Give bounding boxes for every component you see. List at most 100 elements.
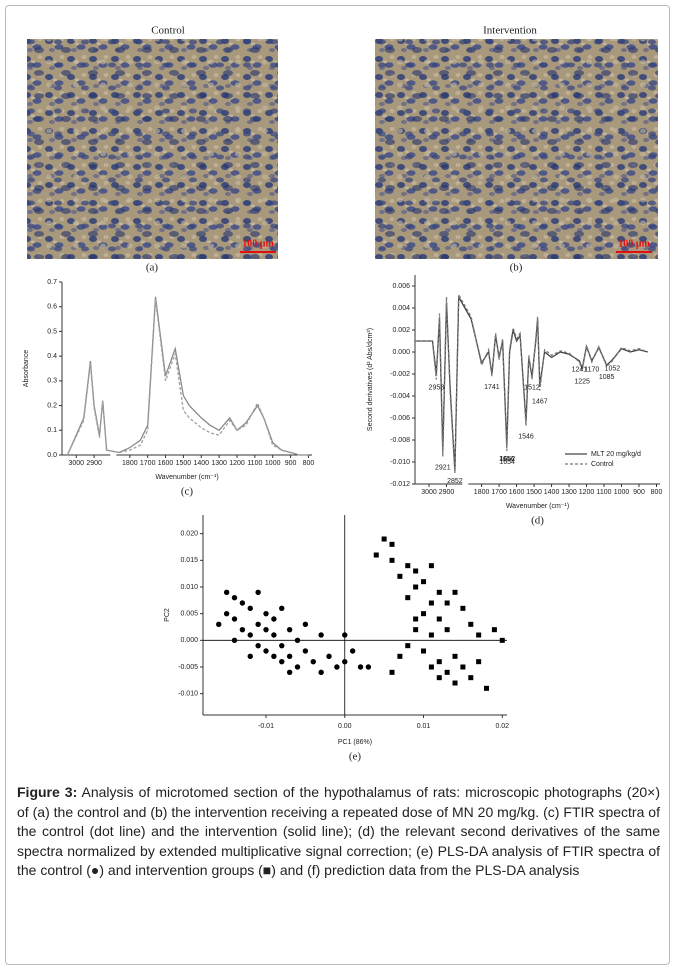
point <box>255 642 261 649</box>
point <box>231 637 238 644</box>
point <box>342 658 348 665</box>
y-tick-label: -0.008 <box>390 437 410 444</box>
point <box>286 669 293 676</box>
x-tick-label: 3000 <box>68 460 84 467</box>
y-tick-label: 0.005 <box>180 611 198 618</box>
point <box>294 664 301 670</box>
point <box>318 669 324 676</box>
x-tick-label: 1200 <box>229 460 245 467</box>
point <box>349 648 356 654</box>
point <box>223 589 230 596</box>
point <box>413 584 419 590</box>
y-tick-label: 0.7 <box>47 279 57 286</box>
x-tick-label: 800 <box>651 489 663 496</box>
x-tick-label: 1600 <box>158 460 174 467</box>
peak-label: 1085 <box>599 374 615 381</box>
x-tick-label: 1400 <box>193 460 209 467</box>
point <box>271 632 277 638</box>
series-line <box>415 292 649 474</box>
peak-label: 2921 <box>435 464 451 471</box>
y-tick-label: 0.010 <box>180 584 198 591</box>
point <box>326 653 332 660</box>
y-axis-title: Absorbance <box>23 350 30 387</box>
point <box>271 616 277 622</box>
point <box>334 664 340 670</box>
y-tick-label: -0.004 <box>390 393 410 400</box>
point <box>389 669 395 675</box>
point <box>428 632 434 638</box>
point <box>381 536 387 542</box>
point <box>405 563 411 569</box>
point <box>365 664 372 670</box>
panel-label: (a) <box>146 262 159 274</box>
panel-label: (e) <box>349 751 362 763</box>
point <box>342 632 348 638</box>
x-axis-title: Wavenumber (cm⁻¹) <box>155 474 218 481</box>
peak-label: 1512 <box>524 384 540 391</box>
caption-text: Analysis of microtomed section of the hy… <box>17 784 660 878</box>
photo-title: Intervention <box>483 25 537 37</box>
x-tick-label: 1000 <box>265 460 281 467</box>
series-line <box>66 296 309 456</box>
x-tick-label: 1400 <box>544 489 560 496</box>
point <box>413 627 419 633</box>
point <box>436 616 442 622</box>
peak-label: 2852 <box>447 478 463 485</box>
point <box>294 637 301 644</box>
point <box>405 643 411 649</box>
panel-label: (d) <box>531 515 544 527</box>
y-tick-label: 0.004 <box>392 305 410 312</box>
x-tick-label: 1700 <box>140 460 156 467</box>
point <box>436 589 442 595</box>
point <box>397 653 403 659</box>
point <box>255 589 261 596</box>
point <box>389 541 395 547</box>
y-tick-label: 0.0 <box>47 452 57 459</box>
x-tick-label: 1500 <box>176 460 192 467</box>
panel-label: (c) <box>181 486 194 498</box>
point <box>484 685 490 691</box>
point <box>279 642 285 649</box>
scale-bar-label: 100 µm <box>618 238 650 249</box>
photo-b: Intervention 100 µm (b) <box>375 25 658 274</box>
point <box>318 632 324 638</box>
y-tick-label: 0.5 <box>47 328 57 335</box>
point <box>444 627 450 633</box>
x-tick-label: 900 <box>285 460 297 467</box>
point <box>271 653 277 660</box>
x-tick-label: 1800 <box>474 489 490 496</box>
x-tick-label: 1200 <box>579 489 595 496</box>
x-tick-label: 1600 <box>509 489 525 496</box>
x-tick-label: 1100 <box>596 489 611 496</box>
point <box>239 626 246 633</box>
y-axis-title: Second derivatives (d² Abs/dcm²) <box>367 328 374 431</box>
point <box>460 605 466 611</box>
point <box>460 664 466 670</box>
y-tick-label: -0.002 <box>390 371 410 378</box>
point <box>255 621 261 628</box>
caption: Figure 3: Analysis of microtomed section… <box>17 783 660 881</box>
chart: 0.0 0.1 0.2 0.3 0.4 0.5 0.6 0.7 3000 2900 1800 1700… <box>23 279 315 498</box>
point <box>413 616 419 622</box>
x-tick-label: 1000 <box>614 489 630 496</box>
point <box>263 626 269 633</box>
chart: -0.012 -0.010 -0.008 -0.006 -0.004 -0.002 0.00… <box>367 275 663 527</box>
point <box>444 669 450 675</box>
y-tick-label: -0.006 <box>390 415 410 422</box>
point <box>428 563 434 569</box>
panel-label: (b) <box>510 262 523 274</box>
point <box>279 605 285 612</box>
point <box>239 600 246 606</box>
peak-label: 1546 <box>518 434 534 441</box>
peak-label: 2958 <box>429 384 445 391</box>
y-tick-label: -0.005 <box>178 664 198 671</box>
y-tick-label: 0.002 <box>392 327 410 334</box>
point <box>247 653 253 660</box>
point <box>286 626 293 633</box>
x-tick-label: 1300 <box>211 460 227 467</box>
x-tick-label: 1800 <box>122 460 138 467</box>
point <box>397 573 403 579</box>
y-tick-label: 0.006 <box>392 283 410 290</box>
y-tick-label: 0.000 <box>392 349 410 356</box>
